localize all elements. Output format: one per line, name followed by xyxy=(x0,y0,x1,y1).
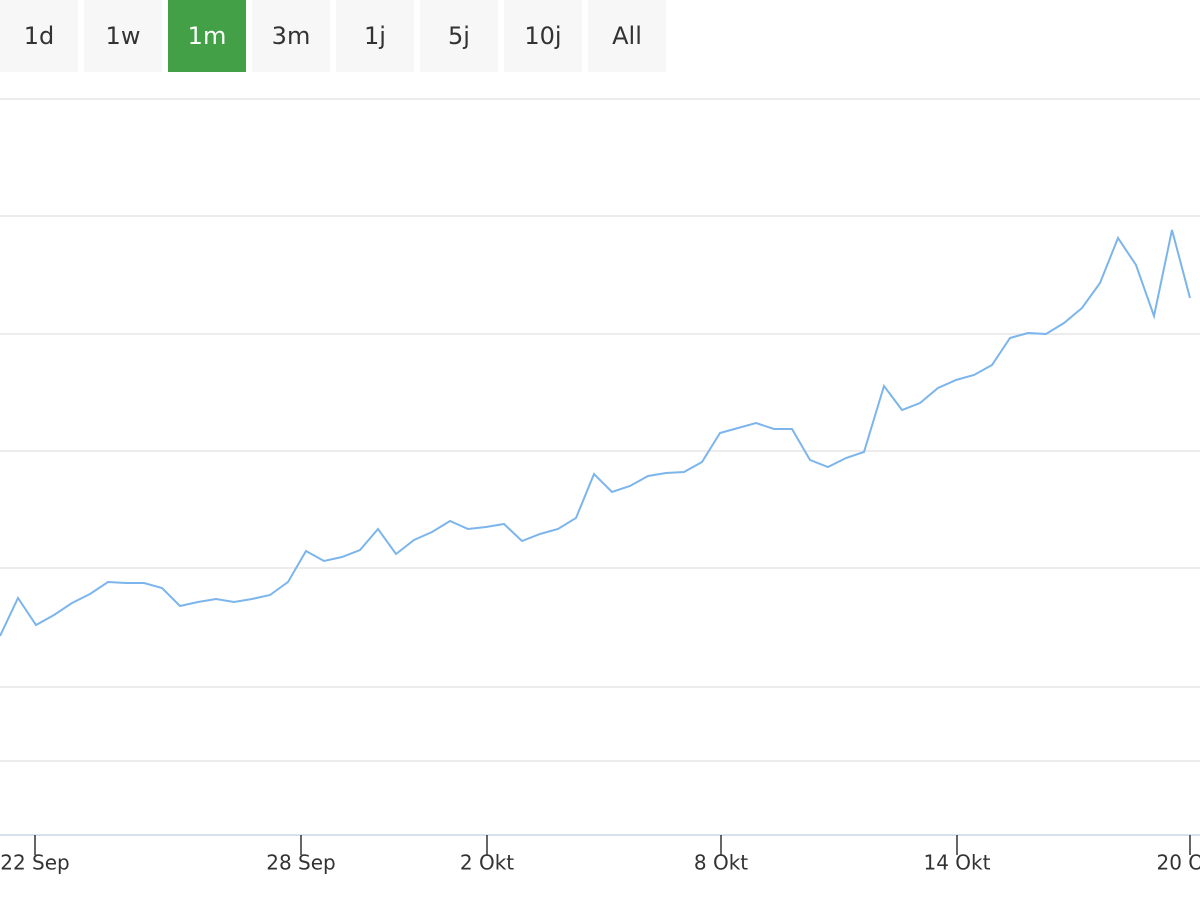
range-selector: 1d 1w 1m 3m 1j 5j 10j All xyxy=(0,0,666,72)
range-button[interactable]: 1m xyxy=(168,0,246,72)
range-button[interactable]: 1j xyxy=(336,0,414,72)
x-tick-label: 8 Okt xyxy=(694,851,748,875)
data-line xyxy=(0,229,1191,637)
range-button[interactable]: 3m xyxy=(252,0,330,72)
range-button[interactable]: 1d xyxy=(0,0,78,72)
range-button[interactable]: All xyxy=(588,0,666,72)
x-tick-label: 20 Okt xyxy=(1157,851,1200,875)
x-tick-label: 2 Okt xyxy=(460,851,514,875)
range-button[interactable]: 1w xyxy=(84,0,162,72)
x-tick-label: 28 Sep xyxy=(266,851,336,875)
range-button[interactable]: 10j xyxy=(504,0,582,72)
x-tick-label: 22 Sep xyxy=(0,851,70,875)
x-tick-label: 14 Okt xyxy=(924,851,991,875)
range-button[interactable]: 5j xyxy=(420,0,498,72)
